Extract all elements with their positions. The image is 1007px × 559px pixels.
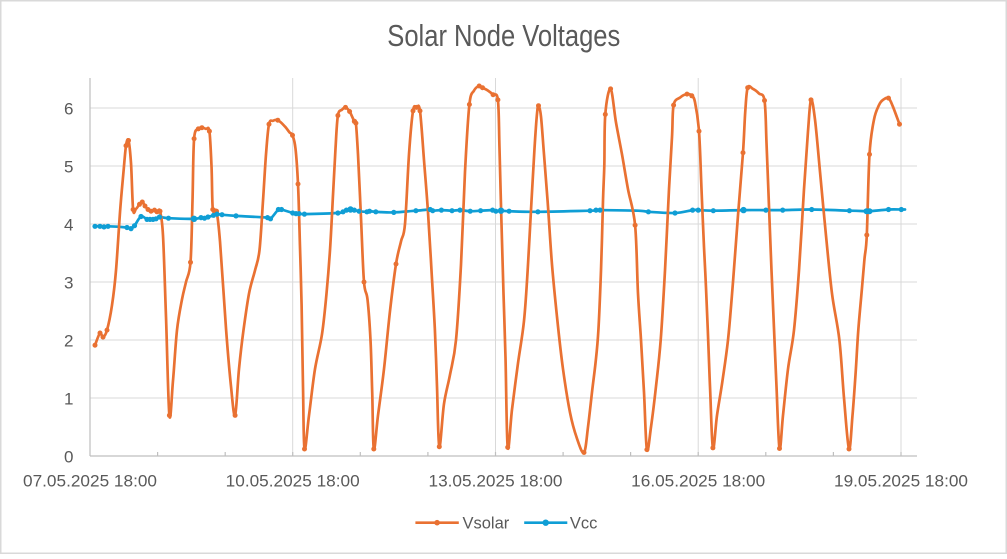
svg-text:4: 4	[64, 215, 73, 234]
svg-text:16.05.2025 18:00: 16.05.2025 18:00	[631, 472, 765, 491]
svg-text:13.05.2025 18:00: 13.05.2025 18:00	[429, 472, 563, 491]
svg-text:Vcc: Vcc	[570, 515, 598, 533]
svg-text:Vsolar: Vsolar	[463, 515, 510, 533]
svg-text:5: 5	[64, 157, 73, 176]
svg-text:0: 0	[64, 447, 73, 466]
svg-text:07.05.2025 18:00: 07.05.2025 18:00	[23, 472, 157, 491]
svg-text:3: 3	[64, 273, 73, 292]
svg-text:6: 6	[64, 99, 73, 118]
svg-text:10.05.2025 18:00: 10.05.2025 18:00	[226, 472, 360, 491]
svg-text:19.05.2025 18:00: 19.05.2025 18:00	[834, 472, 968, 491]
svg-text:2: 2	[64, 331, 73, 350]
svg-text:Solar Node Voltages: Solar Node Voltages	[387, 19, 620, 53]
svg-text:1: 1	[64, 389, 73, 408]
